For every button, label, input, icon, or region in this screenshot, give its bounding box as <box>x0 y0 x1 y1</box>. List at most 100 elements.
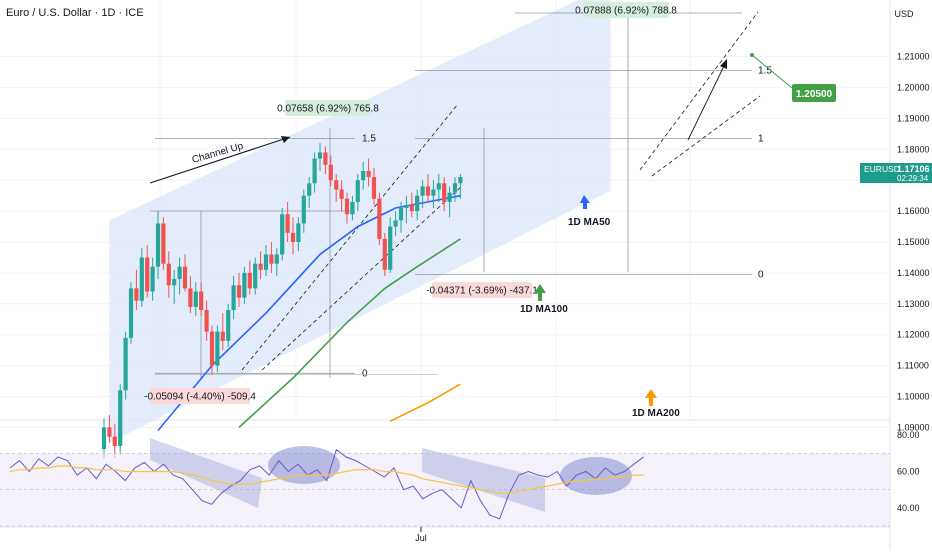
candle <box>193 291 198 307</box>
candle <box>101 427 107 450</box>
price-tag: EURUSD 1.17106 02:29:34 <box>860 163 932 183</box>
candle <box>220 331 225 341</box>
fib-level-label: 1 <box>758 134 764 145</box>
ma-line <box>389 383 461 422</box>
price-tag-price: 1.17106 <box>897 164 930 174</box>
candle <box>161 223 166 264</box>
candle <box>382 238 387 270</box>
ma50-arrow <box>580 195 590 209</box>
rsi-tick-label: 40.00 <box>897 503 920 513</box>
y-tick-label: 1.12000 <box>897 330 930 340</box>
candle <box>328 164 333 181</box>
ma-line <box>238 238 461 428</box>
fib-level-label: 0 <box>758 270 764 281</box>
currency-label: USD <box>894 9 914 19</box>
ma50-label: 1D MA50 <box>568 217 611 228</box>
x-tick-jul: Jul <box>415 533 427 543</box>
candle <box>188 288 193 307</box>
y-tick-label: 1.09000 <box>897 422 930 432</box>
candle <box>431 189 436 196</box>
ma200-arrow <box>645 389 657 406</box>
candle <box>215 331 220 366</box>
candle <box>172 279 177 286</box>
candle <box>344 198 350 215</box>
loss-label-1: -0.05094 (-4.40%) -509.4 <box>144 392 256 403</box>
y-tick-label: 1.13000 <box>897 299 930 309</box>
loss-label-2-bg <box>432 282 532 298</box>
candle <box>280 214 285 255</box>
target-dot <box>750 53 754 57</box>
candle <box>199 291 204 310</box>
channel-dashed-line <box>639 11 759 171</box>
candle <box>355 180 360 202</box>
target-connector <box>751 54 793 89</box>
candle <box>415 195 420 212</box>
projection-arrow-head <box>720 59 727 69</box>
channel-up <box>109 0 761 443</box>
loss-label-1-bg <box>150 388 250 404</box>
price-axis: 1.210001.200001.190001.180001.170001.160… <box>897 52 930 433</box>
y-tick-label: 1.16000 <box>897 206 930 216</box>
rsi-divergence-band <box>150 438 262 508</box>
target-label: 1.20500 <box>796 89 833 100</box>
candle <box>409 204 414 212</box>
candle <box>155 223 161 267</box>
rsi-ma-line <box>9 465 644 494</box>
loss-label-2: -0.04371 (-3.69%) -437.1 <box>426 286 538 297</box>
y-tick-label: 1.14000 <box>897 268 930 278</box>
rsi-highlight-ellipse <box>560 457 632 495</box>
candle <box>290 232 296 242</box>
candle <box>398 208 404 221</box>
candle <box>134 288 139 301</box>
channel-dashed-line <box>261 185 463 371</box>
y-tick-label: 1.15000 <box>897 237 930 247</box>
candle <box>209 331 215 366</box>
gain-label-1: 0.07658 (6.92%) 765.8 <box>277 104 379 115</box>
candle <box>258 263 263 270</box>
candle <box>285 214 290 233</box>
candle <box>118 390 123 446</box>
gain-label-2-bg <box>583 2 669 18</box>
candle <box>366 171 371 178</box>
y-tick-label: 1.18000 <box>897 144 930 154</box>
candle <box>350 201 355 215</box>
candle <box>388 226 393 270</box>
candle <box>447 192 452 202</box>
rsi-panel: 80.00 60.00 40.00 <box>0 430 920 532</box>
candle <box>361 171 366 181</box>
fib-level-label: 1.5 <box>758 66 772 77</box>
channel-fill <box>109 0 611 443</box>
candle <box>312 158 317 184</box>
candle <box>301 195 306 224</box>
candle <box>442 183 447 202</box>
candles <box>101 143 463 459</box>
candle <box>393 220 398 227</box>
candle <box>226 310 231 341</box>
price-tag-symbol: EURUSD <box>864 164 900 174</box>
candle <box>296 223 301 242</box>
candle <box>231 285 236 310</box>
price-tag-countdown: 02:29:34 <box>897 174 929 183</box>
ma100-arrow <box>534 284 546 301</box>
y-tick-label: 1.11000 <box>897 361 929 371</box>
channel-dashed-line <box>241 103 459 371</box>
candle <box>236 285 242 298</box>
candle <box>425 186 431 196</box>
candle <box>323 152 328 165</box>
candle <box>242 272 247 298</box>
candle <box>128 288 134 338</box>
candle <box>112 436 117 446</box>
y-tick-label: 1.21000 <box>897 52 930 62</box>
candle <box>145 257 150 292</box>
candle <box>253 263 258 289</box>
ma100-label: 1D MA100 <box>520 304 568 315</box>
candle <box>404 204 409 208</box>
target-bg <box>792 84 836 102</box>
rsi-tick-label: 80.00 <box>897 430 920 440</box>
candle <box>182 266 188 289</box>
candle <box>247 272 252 289</box>
candle <box>123 337 128 391</box>
channel-arrow <box>149 136 291 184</box>
channel-dashed-line <box>651 95 761 177</box>
